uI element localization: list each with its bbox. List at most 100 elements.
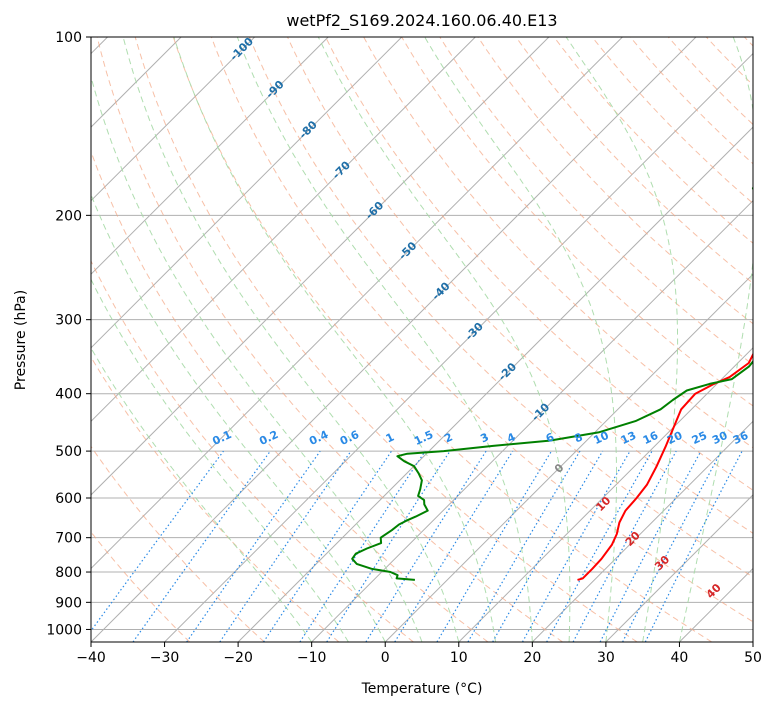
y-axis-ticks: 100 200 300 400 500 600 700 800 900 1000 [46, 30, 91, 638]
mixing-ratio-line [644, 450, 743, 642]
x-axis-ticks: −40 −30 −20 −10 0 10 20 30 40 50 [76, 642, 762, 666]
x-tick-label: −40 [76, 650, 106, 666]
moist-adiabat-line [91, 75, 423, 642]
x-tick-label: −20 [223, 650, 253, 666]
isotherm-line [91, 37, 623, 570]
mixing-ratio-line [186, 450, 321, 642]
mixing-ratio-line [365, 450, 487, 642]
moist-adiabat-line [317, 37, 571, 642]
mixing-ratio-label: 0.4 [307, 428, 330, 448]
dry-adiabat-line [96, 37, 563, 642]
moist-adiabat-line [91, 193, 386, 642]
plot-area: -100-90-80-70-60-50-40-30-20-100.1 0.2 0.4… [91, 24, 775, 642]
dry-adiabat-label: 40 [704, 581, 724, 601]
mixing-ratio-label: 36 [731, 429, 751, 447]
mixing-ratio-label: 1.5 [412, 428, 435, 448]
dry-adiabat-line [667, 37, 753, 126]
dry-adiabat-line [401, 37, 753, 407]
moist-adiabat-line [424, 37, 618, 642]
mixing-ratio-label: 0.6 [338, 428, 361, 448]
isotherm-line [164, 52, 753, 642]
y-tick-label: 500 [55, 444, 82, 460]
mixing-ratio-line [572, 450, 677, 642]
line-labels: -100-90-80-70-60-50-40-30-20-100.1 0.2 0.4… [210, 37, 751, 601]
dry-adiabat-line [286, 37, 753, 534]
moist-adiabat-line [91, 278, 349, 642]
moist-adiabat-line [565, 37, 679, 642]
mixing-ratio-line [91, 450, 224, 632]
isotherm-line [91, 37, 329, 275]
x-axis-title: Temperature (°C) [361, 681, 483, 697]
mixing-ratio-label: 0.1 [210, 428, 233, 448]
moist-adiabat-lines [91, 37, 753, 642]
dry-adiabat-line [134, 37, 638, 642]
y-tick-label: 900 [55, 595, 82, 611]
isotherm-line [91, 37, 550, 496]
isotherm-line [752, 641, 753, 642]
dry-adiabat-line [363, 37, 753, 449]
isobar-grid [91, 37, 753, 630]
isotherm-line [458, 347, 753, 642]
y-tick-label: 700 [55, 531, 82, 547]
mixing-ratio-label: 25 [690, 429, 709, 447]
isotherm-line [91, 37, 476, 423]
x-tick-label: −30 [150, 650, 180, 666]
mixing-ratio-label: 3 [478, 430, 490, 445]
mixing-ratio-line [299, 450, 426, 642]
dry-adiabat-label: 20 [623, 529, 643, 549]
mixing-ratio-line [394, 450, 514, 642]
y-tick-label: 300 [55, 313, 82, 329]
dry-adiabat-label: 30 [652, 553, 672, 573]
isotherm-line [679, 567, 753, 642]
dry-adiabat-line [210, 37, 753, 623]
y-tick-label: 100 [55, 30, 82, 46]
x-tick-label: 30 [597, 650, 615, 666]
mixing-ratio-label: 13 [619, 429, 638, 447]
mixing-ratio-label: 16 [641, 429, 661, 447]
isotherm-line [384, 273, 753, 642]
chart-title: wetPf2_S169.2024.160.06.40.E13 [286, 11, 557, 31]
dry-adiabat-line [553, 37, 753, 244]
mixing-ratio-line [326, 450, 451, 642]
isotherm-lines [91, 37, 753, 642]
mixing-ratio-label: 0.2 [257, 428, 280, 448]
mixing-ratio-line [546, 450, 653, 642]
mixing-ratio-line [521, 450, 631, 642]
dry-adiabat-line [91, 259, 414, 642]
temperature-line [577, 352, 753, 581]
isotherm-line [91, 37, 697, 642]
y-tick-label: 800 [55, 565, 82, 581]
mixing-ratio-line [436, 450, 553, 642]
dry-adiabat-line [91, 356, 340, 642]
mixing-ratio-line [219, 450, 352, 642]
x-tick-label: 0 [381, 650, 390, 666]
mixing-ratio-label: 20 [665, 429, 685, 447]
mixing-ratio-label: 10 [591, 429, 611, 447]
x-tick-label: −10 [297, 650, 327, 666]
mixing-ratio-label: 2 [442, 430, 454, 445]
isotherm-line [311, 199, 753, 642]
mixing-ratio-line [132, 450, 271, 642]
x-tick-label: 20 [523, 650, 541, 666]
mixing-ratio-line [467, 450, 581, 642]
x-tick-label: 50 [744, 650, 762, 666]
y-tick-label: 200 [55, 208, 82, 224]
moist-adiabat-line [236, 37, 533, 642]
mixing-ratio-label: 1 [384, 430, 396, 445]
y-tick-label: 400 [55, 387, 82, 403]
moist-adiabat-line [122, 37, 460, 642]
mixing-ratio-label: 8 [572, 430, 584, 445]
sounding-series [351, 186, 753, 581]
mixing-ratio-line [263, 450, 393, 642]
dry-adiabat-line [172, 37, 713, 642]
moist-adiabat-line [678, 37, 753, 642]
dry-adiabat-line [705, 37, 753, 86]
isotherm-line [605, 494, 753, 642]
dry-adiabat-line [91, 445, 265, 642]
moist-adiabat-line [173, 37, 497, 642]
dry-adiabat-line [91, 150, 489, 642]
isotherm-line [91, 37, 256, 202]
dry-adiabat-line [769, 24, 775, 642]
dry-adiabat-line [477, 37, 753, 325]
